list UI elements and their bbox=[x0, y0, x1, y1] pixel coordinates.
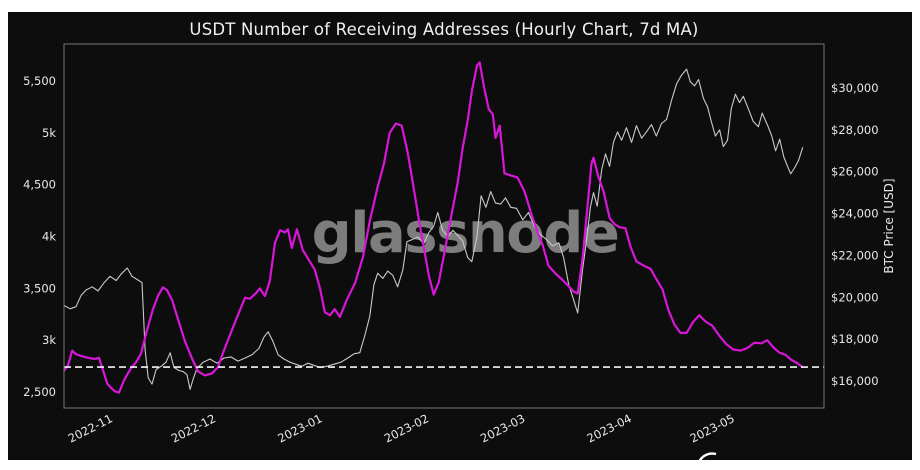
x-axis-tick-label: 2023-02 bbox=[382, 411, 431, 445]
x-axis-tick-label: 2022-11 bbox=[66, 411, 115, 445]
right-axis-tick-label: $22,000 bbox=[831, 248, 879, 262]
x-axis-tick-label: 2023-04 bbox=[585, 411, 634, 445]
left-axis-tick-label: 4,500 bbox=[23, 178, 56, 192]
left-axis-tick-label: 2,500 bbox=[23, 385, 56, 399]
left-axis-tick-label: 5k bbox=[42, 126, 56, 140]
right-axis-tick-label: $30,000 bbox=[831, 81, 879, 95]
btc-price-line bbox=[63, 68, 804, 390]
chart-title: USDT Number of Receiving Addresses (Hour… bbox=[189, 20, 699, 39]
x-axis-tick-label: 2023-05 bbox=[688, 411, 737, 445]
x-axis-tick-label: 2023-03 bbox=[478, 411, 527, 445]
left-axis-tick-label: 4k bbox=[42, 230, 56, 244]
logo-mark-fragment bbox=[695, 452, 717, 469]
usdt-receiving-addresses-line bbox=[63, 61, 804, 394]
x-axis-tick-label: 2022-12 bbox=[169, 411, 218, 445]
plot-frame bbox=[63, 43, 825, 409]
right-axis-tick-label: $28,000 bbox=[831, 123, 879, 137]
right-axis-tick-label: $26,000 bbox=[831, 165, 879, 179]
x-axis-tick-label: 2023-01 bbox=[275, 411, 324, 445]
left-axis-tick-label: 5,500 bbox=[23, 74, 56, 88]
left-axis-tick-label: 3,500 bbox=[23, 281, 56, 295]
right-axis-tick-label: $18,000 bbox=[831, 332, 879, 346]
left-axis-tick-label: 3k bbox=[42, 333, 56, 347]
right-axis-tick-label: $16,000 bbox=[831, 374, 879, 388]
right-axis-tick-label: $24,000 bbox=[831, 207, 879, 221]
right-axis-tick-label: $20,000 bbox=[831, 290, 879, 304]
chart-canvas bbox=[8, 12, 912, 460]
watermark-glassnode: glassnode bbox=[312, 201, 619, 266]
right-axis-title: BTC Price [USD] bbox=[882, 178, 896, 273]
